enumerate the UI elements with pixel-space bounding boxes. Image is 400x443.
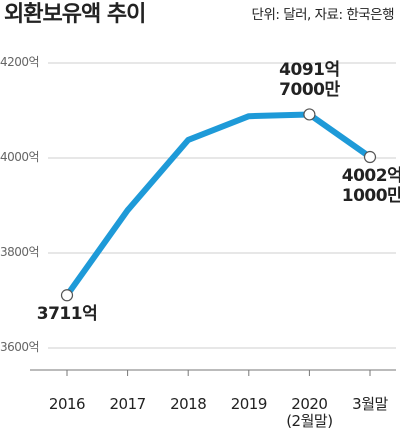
point-marker bbox=[303, 108, 316, 121]
x-tick-label: 2018 bbox=[170, 395, 207, 413]
y-tick-label: 3800억 bbox=[0, 245, 40, 260]
subtitle: 단위: 달러, 자료: 한국은행 bbox=[251, 7, 395, 23]
point-marker bbox=[60, 289, 74, 302]
x-tick-label: 2020 (2월말) bbox=[286, 395, 333, 431]
line bbox=[64, 111, 373, 299]
y-tick-label: 3600억 bbox=[0, 340, 40, 355]
x-tick-label: 3월말 bbox=[352, 395, 388, 413]
data-label: 4002억 1000만 bbox=[341, 166, 400, 206]
point-marker bbox=[363, 150, 377, 164]
x-tick-label: 2017 bbox=[109, 395, 147, 413]
data-label: 4091억 7000만 bbox=[279, 60, 340, 100]
x-tick-label: 2019 bbox=[230, 395, 268, 413]
y-tick-label: 4200억 bbox=[0, 55, 40, 70]
chart-title: 외환보유액 추이 bbox=[4, 2, 146, 27]
data-label: 3711억 bbox=[36, 304, 98, 325]
y-tick-label: 4000억 bbox=[0, 150, 40, 165]
x-tick-label: 2016 bbox=[48, 395, 86, 413]
